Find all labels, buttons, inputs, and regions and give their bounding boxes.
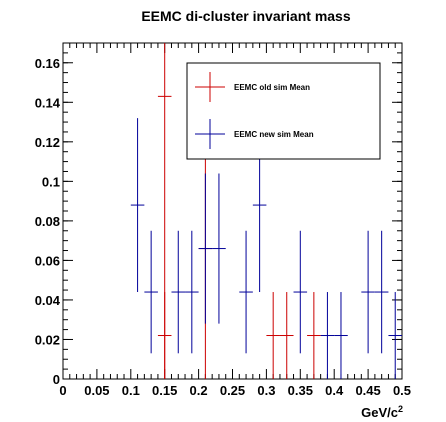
data-point bbox=[212, 173, 226, 324]
legend-label: EEMC old sim Mean bbox=[234, 83, 310, 92]
x-tick-label: 0.3 bbox=[257, 383, 275, 398]
y-tick-label: 0.08 bbox=[35, 214, 60, 229]
y-tick-label: 0.06 bbox=[35, 253, 60, 268]
x-tick-label: 0.1 bbox=[122, 383, 140, 398]
data-point bbox=[279, 292, 294, 379]
legend: EEMC old sim Mean EEMC new sim Mean bbox=[186, 62, 381, 160]
x-tick-label: 0.4 bbox=[325, 383, 344, 398]
x-tick-label: 0.15 bbox=[152, 383, 177, 398]
data-point bbox=[293, 230, 308, 354]
y-tick-label: 0.16 bbox=[35, 56, 60, 71]
y-tick-label: 0.12 bbox=[35, 135, 60, 150]
data-point bbox=[266, 292, 280, 379]
data-point bbox=[239, 230, 253, 354]
data-point bbox=[157, 292, 172, 379]
x-tick-label: 0.05 bbox=[84, 383, 109, 398]
x-tick-label: 0 bbox=[59, 383, 66, 398]
x-axis-label-main: GeV/c bbox=[361, 405, 398, 420]
legend-box bbox=[186, 62, 381, 160]
data-point bbox=[185, 230, 199, 354]
chart-title: EEMC di-cluster invariant mass bbox=[141, 8, 351, 24]
data-points bbox=[130, 43, 402, 379]
data-point bbox=[171, 230, 186, 354]
x-tick-label: 0.45 bbox=[355, 383, 380, 398]
x-axis-label: GeV/c2 bbox=[361, 404, 403, 420]
data-point bbox=[144, 230, 158, 354]
data-point bbox=[374, 230, 389, 354]
data-point bbox=[130, 118, 145, 293]
y-tick-label: 0 bbox=[53, 372, 60, 387]
y-tick-label: 0.14 bbox=[35, 95, 61, 110]
x-axis-label-sup: 2 bbox=[398, 404, 403, 414]
data-point bbox=[320, 292, 335, 379]
data-point bbox=[388, 292, 402, 379]
y-tick-label: 0.04 bbox=[35, 293, 61, 308]
data-point bbox=[361, 230, 375, 354]
x-tick-label: 0.5 bbox=[393, 383, 411, 398]
data-point bbox=[307, 292, 321, 379]
x-tick-label: 0.2 bbox=[190, 383, 208, 398]
axes: 0 0.05 0.1 0.15 0.2 0.25 0.3 0.35 0.4 0.45 0.5 0 0.0… bbox=[35, 43, 411, 398]
legend-label: EEMC new sim Mean bbox=[234, 130, 314, 139]
y-tick-label: 0.02 bbox=[35, 332, 60, 347]
x-tick-label: 0.25 bbox=[220, 383, 245, 398]
x-tick-label: 0.35 bbox=[288, 383, 313, 398]
data-point bbox=[334, 292, 348, 379]
data-point bbox=[198, 173, 213, 324]
y-tick-label: 0.1 bbox=[42, 174, 60, 189]
